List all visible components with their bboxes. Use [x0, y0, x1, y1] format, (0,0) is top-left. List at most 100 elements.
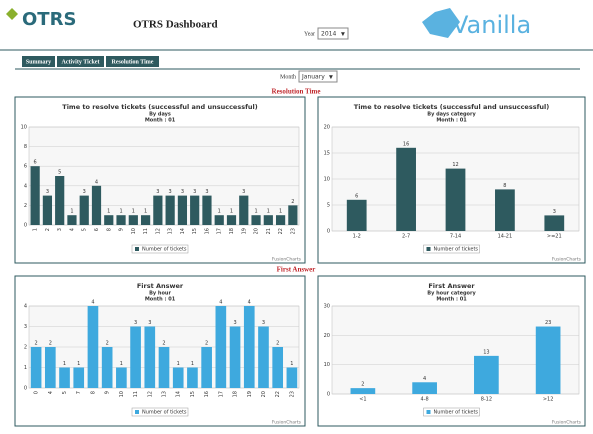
data-label: 1	[191, 361, 194, 367]
x-tick-label: 19	[241, 228, 247, 234]
bar	[263, 215, 273, 225]
chart-subtitle: By hour	[149, 291, 171, 297]
bar	[396, 147, 416, 231]
data-label: 5	[58, 170, 61, 176]
bar	[130, 326, 141, 388]
chart-period: Month : 01	[145, 297, 176, 303]
y-tick-label: 5	[327, 203, 330, 209]
x-tick-label: 12	[147, 391, 153, 397]
data-label: 23	[545, 320, 551, 326]
x-tick-label: 19	[247, 391, 253, 397]
data-label: 4	[91, 300, 94, 306]
legend-label: Number of tickets	[434, 247, 479, 253]
y-tick-label: 10	[324, 177, 330, 183]
month-value: January	[301, 74, 325, 81]
data-label: 3	[156, 189, 159, 195]
y-tick-label: 20	[324, 125, 330, 131]
bar	[91, 185, 102, 225]
data-label: 1	[290, 361, 293, 367]
y-tick-label: 0	[24, 386, 27, 392]
bar	[67, 215, 77, 225]
bar	[190, 195, 200, 225]
chart-subtitle: By days	[149, 112, 171, 118]
tab[interactable]	[106, 56, 159, 67]
chart-subtitle: By hour category	[427, 291, 476, 297]
bar	[79, 195, 89, 225]
bar	[350, 388, 376, 394]
x-tick-label: 6	[94, 228, 100, 231]
data-label: 8	[503, 183, 506, 189]
bar	[474, 355, 499, 394]
logo: OTRS	[22, 9, 76, 30]
data-label: 1	[70, 209, 73, 215]
bar	[101, 347, 113, 388]
data-label: 3	[46, 189, 49, 195]
bar	[165, 195, 175, 225]
legend-label: Number of tickets	[142, 247, 187, 253]
bar	[187, 367, 198, 388]
bar	[445, 168, 466, 231]
credit: FusionCharts	[272, 257, 302, 263]
tab-label: Summary	[26, 59, 51, 65]
data-label: 1	[144, 209, 147, 215]
tab[interactable]	[57, 56, 104, 67]
x-tick-label: >=21	[547, 234, 562, 240]
x-tick-label: 2-7	[402, 234, 410, 240]
bar	[535, 326, 561, 394]
chart-period: Month : 01	[436, 297, 467, 303]
bar	[116, 367, 127, 388]
x-tick-label: 20	[254, 228, 260, 234]
x-tick-label: 8-12	[481, 397, 492, 403]
y-tick-label: 3	[24, 324, 27, 330]
y-tick-label: 8	[24, 144, 27, 150]
x-tick-label: 16	[204, 228, 210, 234]
data-label: 2	[276, 341, 279, 347]
y-tick-label: 4	[24, 304, 27, 310]
data-label: 1	[218, 209, 221, 215]
y-tick-label: 20	[324, 333, 330, 339]
data-label: 4	[95, 179, 98, 185]
month-label: Month	[280, 74, 296, 80]
data-label: 3	[83, 189, 86, 195]
x-tick-label: 2	[45, 228, 51, 231]
tab[interactable]	[22, 56, 55, 67]
data-label: 1	[254, 209, 257, 215]
year-select[interactable]	[317, 27, 349, 40]
y-tick-label: 0	[24, 223, 27, 229]
bar	[495, 189, 515, 231]
data-label: 6	[355, 193, 358, 199]
brand: Vanilla	[452, 11, 531, 39]
bar	[239, 195, 249, 225]
chart-title: Time to resolve tickets (successful and …	[354, 103, 549, 111]
bar	[202, 195, 212, 225]
month-select[interactable]	[298, 70, 338, 83]
x-tick-label: 4	[48, 391, 54, 394]
tab-label: Resolution Time	[112, 59, 154, 65]
bar	[55, 176, 65, 225]
x-tick-label: 8	[90, 391, 96, 394]
bar	[158, 347, 170, 388]
data-label: 3	[233, 320, 236, 326]
bar	[346, 199, 367, 231]
bar	[87, 306, 99, 388]
bar	[288, 205, 298, 225]
chart-title: First Answer	[137, 282, 184, 290]
y-tick-label: 10	[324, 362, 330, 368]
credit: FusionCharts	[272, 420, 302, 426]
legend-box	[131, 244, 189, 254]
bar	[412, 382, 437, 394]
data-label: 13	[483, 349, 489, 355]
tab-label: Activity Ticket	[62, 59, 100, 65]
legend-label: Number of tickets	[434, 410, 479, 416]
data-label: 1	[63, 361, 66, 367]
bar	[73, 367, 85, 388]
data-label: 1	[119, 209, 122, 215]
bar	[44, 347, 56, 388]
x-tick-label: 5	[62, 391, 68, 394]
title: OTRS Dashboard	[133, 19, 218, 31]
bar	[30, 166, 40, 225]
x-tick-label: 13	[162, 391, 168, 397]
bar	[286, 367, 298, 388]
x-tick-label: 1	[33, 228, 39, 231]
